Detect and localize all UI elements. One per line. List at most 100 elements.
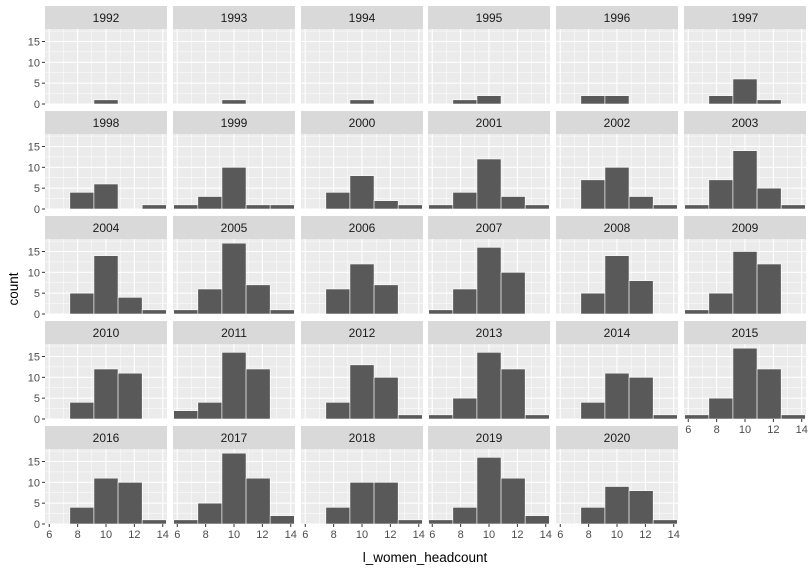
facet-strip-label: 2018 bbox=[349, 431, 376, 445]
histogram-bar bbox=[93, 99, 119, 105]
histogram-bar bbox=[756, 368, 782, 420]
histogram-bar bbox=[69, 507, 95, 525]
histogram-bar bbox=[708, 179, 734, 210]
histogram-bar bbox=[397, 519, 423, 525]
histogram-bar bbox=[500, 368, 526, 420]
y-tick-label: 0 bbox=[34, 519, 40, 531]
histogram-bar bbox=[476, 95, 502, 105]
facet-strip bbox=[173, 216, 295, 239]
histogram-bar bbox=[245, 204, 271, 210]
y-tick-label: 10 bbox=[28, 267, 40, 279]
histogram-bar bbox=[197, 502, 223, 525]
histogram-bar bbox=[524, 204, 550, 210]
histogram-bar bbox=[93, 183, 119, 210]
histogram-bar bbox=[604, 167, 630, 210]
facet-1998: 1998 0 5 10 15 bbox=[28, 111, 167, 216]
x-tick-label: 6 bbox=[685, 424, 691, 436]
facet-strip bbox=[684, 6, 806, 29]
histogram-bar bbox=[452, 397, 478, 420]
histogram-bar bbox=[428, 519, 454, 525]
histogram-bar bbox=[93, 255, 119, 315]
histogram-bar bbox=[93, 368, 119, 420]
histogram-bar bbox=[245, 477, 271, 525]
facet-strip bbox=[173, 426, 295, 449]
histogram-bar bbox=[173, 309, 199, 315]
histogram-bar bbox=[141, 309, 167, 315]
histogram-bar bbox=[221, 167, 247, 210]
x-tick-label: 8 bbox=[331, 529, 337, 541]
histogram-bar bbox=[732, 150, 758, 210]
x-tick-label: 14 bbox=[668, 529, 680, 541]
histogram-bar bbox=[349, 175, 375, 210]
y-tick-label: 15 bbox=[28, 352, 40, 364]
y-axis-title: count bbox=[6, 272, 21, 305]
histogram-bar bbox=[628, 196, 654, 210]
facet-strip-label: 2016 bbox=[93, 431, 120, 445]
histogram-bar bbox=[245, 368, 271, 420]
facet-strip-label: 2001 bbox=[476, 116, 503, 130]
facet-strip-label: 2012 bbox=[349, 326, 376, 340]
histogram-bar bbox=[269, 515, 295, 525]
histogram-bar bbox=[604, 255, 630, 315]
histogram-bar bbox=[652, 204, 678, 210]
x-tick-label: 12 bbox=[511, 529, 523, 541]
facet-strip-label: 2013 bbox=[476, 326, 503, 340]
facet-strip-label: 1995 bbox=[476, 11, 503, 25]
x-tick-label: 6 bbox=[174, 529, 180, 541]
histogram-bar bbox=[580, 95, 606, 105]
facet-strip bbox=[173, 111, 295, 134]
facet-strip-label: 2002 bbox=[604, 116, 631, 130]
x-tick-label: 6 bbox=[557, 529, 563, 541]
histogram-bar bbox=[373, 482, 399, 525]
facet-1999: 1999 bbox=[173, 111, 295, 210]
x-tick-label: 12 bbox=[256, 529, 268, 541]
facet-strip bbox=[684, 321, 806, 344]
x-tick-label: 12 bbox=[128, 529, 140, 541]
y-tick-label: 5 bbox=[34, 78, 40, 90]
facet-2019: 2019 6 8 10 12 14 bbox=[428, 426, 552, 541]
y-tick-label: 10 bbox=[28, 162, 40, 174]
facet-2020: 2020 6 8 10 12 14 bbox=[556, 426, 680, 541]
facet-strip bbox=[45, 216, 167, 239]
facet-2017: 2017 6 8 10 12 14 bbox=[173, 426, 297, 541]
x-tick-label: 14 bbox=[540, 529, 552, 541]
histogram-bar bbox=[732, 347, 758, 420]
histogram-bar bbox=[197, 288, 223, 315]
facet-strip bbox=[556, 426, 678, 449]
histogram-bar bbox=[500, 477, 526, 525]
histogram-bar bbox=[732, 78, 758, 105]
histogram-bar bbox=[756, 99, 782, 105]
facet-strip bbox=[45, 321, 167, 344]
histogram-bar bbox=[524, 414, 550, 420]
x-tick-label: 10 bbox=[611, 529, 623, 541]
histogram-bar bbox=[732, 251, 758, 315]
histogram-bar bbox=[325, 288, 351, 315]
histogram-bar bbox=[93, 477, 119, 525]
facet-1997: 1997 bbox=[684, 6, 806, 105]
histogram-bar bbox=[428, 414, 454, 420]
facet-strip bbox=[301, 216, 423, 239]
histogram-bar bbox=[173, 519, 199, 525]
facet-1994: 1994 bbox=[301, 6, 423, 105]
facet-strip-label: 1993 bbox=[221, 11, 248, 25]
histogram-bar bbox=[604, 372, 630, 420]
facet-strip-label: 2009 bbox=[732, 221, 759, 235]
histogram-bar bbox=[117, 482, 143, 525]
x-tick-label: 8 bbox=[714, 424, 720, 436]
histogram-bar bbox=[397, 204, 423, 210]
histogram-bar bbox=[500, 272, 526, 315]
histogram-bar bbox=[373, 200, 399, 210]
facet-strip-label: 2014 bbox=[604, 326, 631, 340]
histogram-bar bbox=[604, 95, 630, 105]
facet-strip bbox=[45, 6, 167, 29]
y-tick-label: 10 bbox=[28, 477, 40, 489]
facet-2009: 2009 bbox=[684, 216, 806, 315]
histogram-bar bbox=[524, 515, 550, 525]
facet-strip-label: 2011 bbox=[221, 326, 247, 340]
facet-strip-label: 2006 bbox=[349, 221, 376, 235]
facet-2006: 2006 bbox=[301, 216, 423, 315]
facet-strip bbox=[428, 216, 550, 239]
histogram-bar bbox=[452, 507, 478, 525]
facet-strip-label: 2008 bbox=[604, 221, 631, 235]
